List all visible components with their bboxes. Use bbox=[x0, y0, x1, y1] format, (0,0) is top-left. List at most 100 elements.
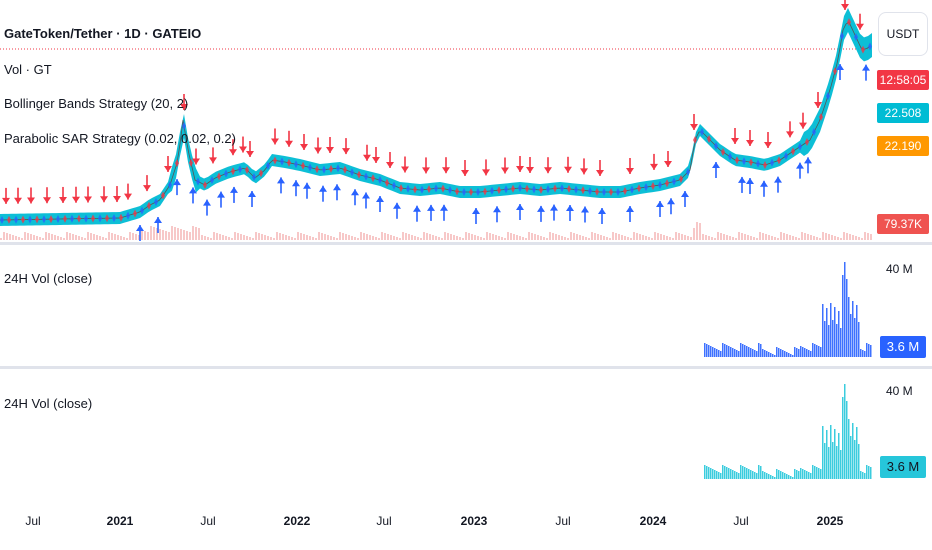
buy-arrow-head bbox=[626, 206, 634, 212]
signal-marker bbox=[490, 186, 494, 195]
volume-bar bbox=[597, 234, 599, 240]
volume-bar bbox=[276, 232, 278, 240]
pane2-volume-bar bbox=[726, 345, 728, 357]
sell-arrow-head bbox=[100, 196, 108, 203]
volume-bar bbox=[660, 234, 662, 240]
volume-bar bbox=[432, 235, 434, 240]
pane2-volume-bar bbox=[772, 354, 774, 357]
buy-arrow-head bbox=[493, 206, 501, 213]
pane3-volume-bar bbox=[864, 473, 866, 479]
pane2-volume-bar bbox=[776, 347, 778, 357]
volume-bar bbox=[774, 237, 776, 240]
volume-bar bbox=[669, 237, 671, 240]
volume-bar bbox=[474, 235, 476, 240]
symbol-title[interactable]: GateToken/Tether · 1D · GATEIO bbox=[4, 26, 202, 41]
sell-arrow-head bbox=[180, 104, 188, 110]
pane2-volume-bar bbox=[850, 314, 852, 357]
volume-bar bbox=[147, 232, 149, 240]
psar-indicator-label[interactable]: Parabolic SAR Strategy (0.02, 0.02, 0.2) bbox=[4, 131, 236, 146]
volume-bar bbox=[177, 228, 179, 240]
pane-divider-2[interactable] bbox=[0, 366, 932, 369]
signal-marker bbox=[21, 215, 25, 224]
volume-bar bbox=[693, 228, 695, 240]
buy-arrow-head bbox=[303, 182, 311, 189]
pane3-volume-bar bbox=[858, 444, 860, 479]
pane3-title[interactable]: 24H Vol (close) bbox=[4, 396, 93, 411]
vol-indicator-label[interactable]: Vol · GT bbox=[4, 62, 52, 77]
pane3-volume-bar bbox=[710, 468, 712, 479]
pane2-volume-bar bbox=[852, 301, 854, 357]
pane3-volume-bar bbox=[800, 468, 802, 479]
pane2-volume-bar bbox=[752, 349, 754, 357]
volume-bar bbox=[351, 236, 353, 240]
bollinger-indicator-label[interactable]: Bollinger Bands Strategy (20, 2) bbox=[4, 96, 189, 111]
volume-bar bbox=[852, 235, 854, 240]
pane3-volume-bar bbox=[844, 384, 846, 479]
buy-arrow-head bbox=[656, 201, 664, 207]
signal-marker bbox=[679, 175, 683, 183]
signal-marker bbox=[651, 182, 655, 191]
volume-bar bbox=[84, 238, 86, 240]
volume-bar bbox=[822, 232, 824, 240]
signal-marker bbox=[287, 158, 291, 167]
volume-bar bbox=[96, 235, 98, 240]
buy-arrow-head bbox=[154, 217, 162, 223]
volume-bar bbox=[441, 238, 443, 240]
signal-marker bbox=[154, 198, 158, 206]
pane2-volume-bar bbox=[750, 348, 752, 357]
signal-marker bbox=[553, 184, 557, 193]
pane2-title[interactable]: 24H Vol (close) bbox=[4, 271, 93, 286]
volume-bar bbox=[540, 236, 542, 240]
volume-bar bbox=[438, 237, 440, 240]
pane2-volume-bar bbox=[786, 352, 788, 357]
pane-divider-1[interactable] bbox=[0, 242, 932, 245]
pane3-volume-bar bbox=[848, 419, 850, 479]
volume-bar bbox=[534, 234, 536, 240]
pane3-volume-bar bbox=[718, 472, 720, 479]
volume-bar bbox=[645, 236, 647, 240]
volume-bar bbox=[543, 237, 545, 240]
pane3-volume-bar bbox=[732, 470, 734, 479]
volume-bar bbox=[624, 236, 626, 240]
pane3-volume-bar bbox=[770, 475, 772, 479]
sell-arrow-head bbox=[799, 122, 807, 129]
volume-bar bbox=[144, 231, 146, 240]
signal-marker bbox=[245, 166, 249, 174]
volume-bar bbox=[633, 232, 635, 240]
volume-bar bbox=[3, 232, 5, 240]
volume-bar bbox=[27, 233, 29, 240]
volume-bar bbox=[408, 234, 410, 240]
pane2-volume-bar bbox=[764, 350, 766, 357]
signal-marker bbox=[686, 168, 690, 176]
volume-bar bbox=[594, 233, 596, 240]
volume-bar bbox=[738, 232, 740, 240]
volume-bar bbox=[705, 235, 707, 240]
pane2-volume-bar bbox=[770, 353, 772, 357]
signal-marker bbox=[133, 209, 137, 218]
signal-marker bbox=[532, 185, 536, 194]
signal-marker bbox=[833, 67, 837, 76]
signal-marker bbox=[672, 177, 676, 186]
signal-marker bbox=[35, 215, 39, 224]
signal-marker bbox=[707, 135, 711, 143]
volume-bar bbox=[381, 232, 383, 240]
currency-button[interactable]: USDT bbox=[878, 12, 928, 56]
volume-bar bbox=[528, 232, 530, 240]
buy-arrow-head bbox=[189, 187, 197, 194]
volume-bar bbox=[720, 233, 722, 240]
pane3-volume-bar bbox=[792, 477, 794, 479]
volume-bar bbox=[369, 235, 371, 240]
volume-bar bbox=[783, 233, 785, 240]
volume-bar bbox=[174, 227, 176, 240]
signal-marker bbox=[630, 185, 634, 194]
signal-marker bbox=[574, 185, 578, 194]
pane3-volume-bar bbox=[808, 472, 810, 479]
pane2-volume-bar bbox=[866, 343, 868, 357]
volume-bar bbox=[804, 233, 806, 240]
volume-bar bbox=[699, 223, 701, 240]
volume-bar bbox=[213, 232, 215, 240]
volume-bar bbox=[867, 233, 869, 240]
signal-marker bbox=[308, 163, 312, 172]
pane3-volume-bar bbox=[832, 442, 834, 479]
